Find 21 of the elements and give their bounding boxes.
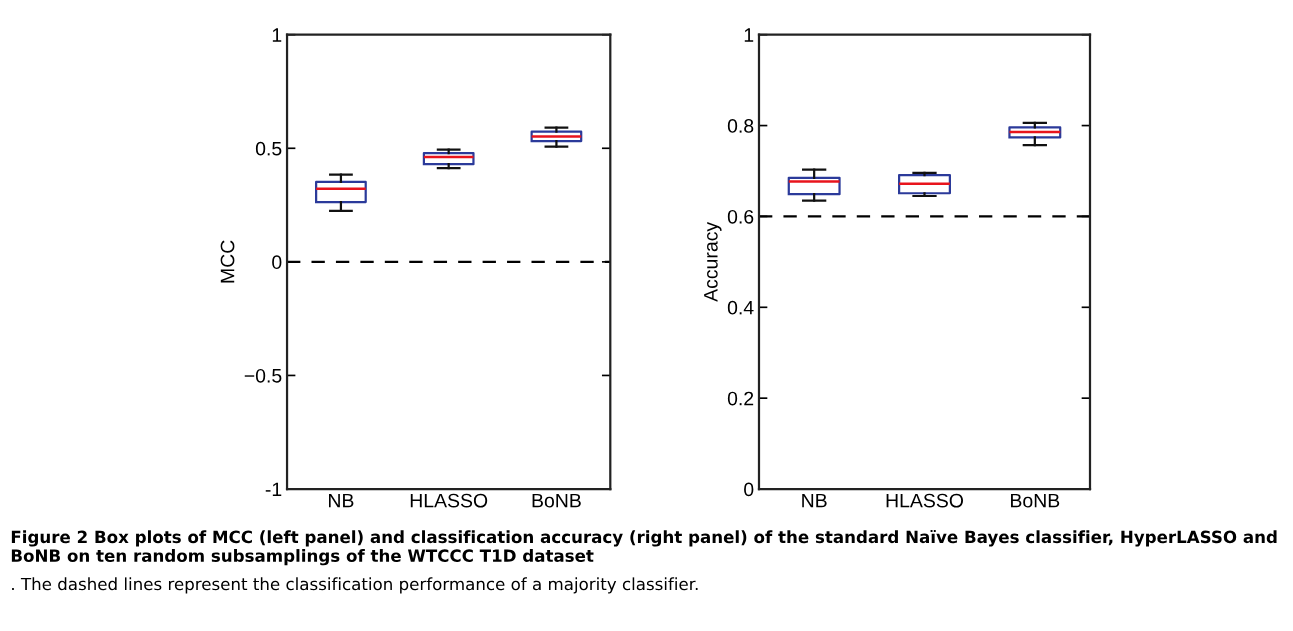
- y-tick-label: -1: [265, 482, 282, 497]
- y-tick-label: 0.6: [727, 209, 754, 224]
- x-tick-label: NB: [802, 493, 827, 508]
- y-tick-label: 0.5: [255, 141, 282, 156]
- y-tick-label: 0.4: [727, 300, 754, 315]
- y-axis-title: MCC: [220, 240, 235, 283]
- y-tick-label: 0.8: [727, 119, 754, 133]
- y-tick-label: 1: [272, 28, 282, 42]
- y-axis-title: Accuracy: [704, 221, 722, 302]
- x-tick-label: BoNB: [1011, 493, 1060, 508]
- y-tick-label: 0: [272, 255, 282, 270]
- x-tick-label: BoNB: [532, 493, 581, 508]
- y-tick-label: 0: [744, 482, 754, 497]
- y-tick-label: 0.2: [727, 391, 754, 406]
- x-tick-label: NB: [329, 493, 354, 508]
- y-tick-label: −0.5: [244, 368, 282, 383]
- x-tick-label: HLASSO: [886, 493, 964, 508]
- text: . The dashed lines represent the classification performance of a majority classifier.: [12, 577, 698, 594]
- x-tick-label: HLASSO: [410, 493, 488, 508]
- caption: Figure 2 Box plots of MCC (left panel) and classification accuracy (right panel) of the standard Naïve Bayes classifier, HyperLASSO and BoNB on ten random subsamplings of the WTCCC T1D dataset: [11, 530, 1277, 566]
- y-tick-label: 1: [744, 28, 754, 42]
